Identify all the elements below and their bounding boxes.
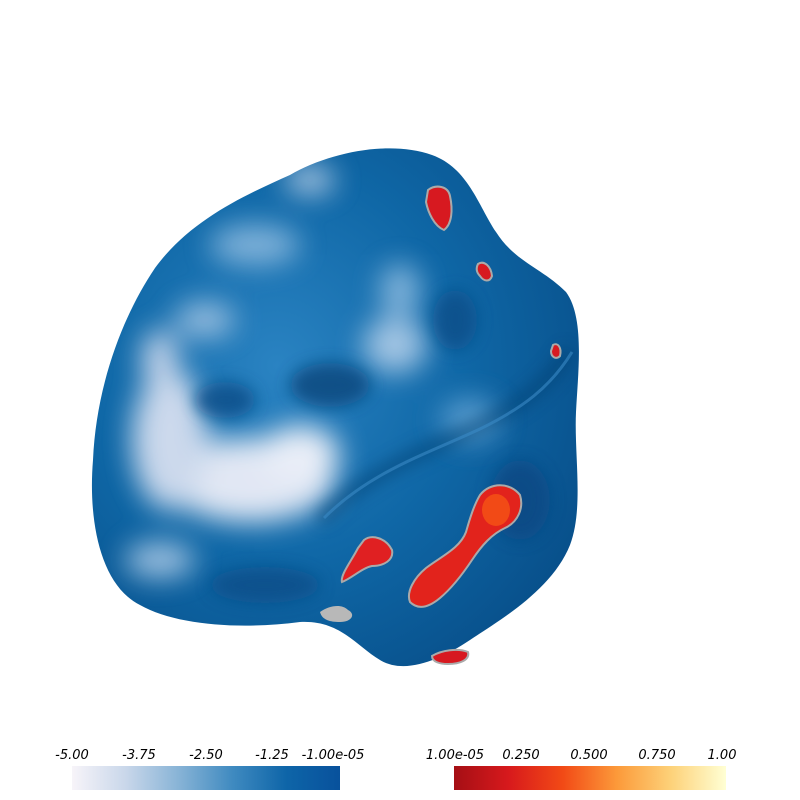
colorbar-tick-label: 0.250 (502, 748, 540, 763)
red-patch (340, 536, 394, 584)
positive-patches (340, 185, 562, 666)
colorbar-tick-label: 1.00e-05 (425, 748, 485, 763)
colorbar-tick-label: -3.75 (122, 748, 156, 763)
red-patch (430, 648, 470, 666)
surface-body (91, 148, 579, 667)
colorbar-tick-label: -2.50 (189, 748, 223, 763)
null-patch (320, 606, 353, 622)
colorbar-tick-label: 0.500 (570, 748, 608, 763)
pale-highlights (125, 166, 500, 578)
red-patch-core (482, 494, 510, 526)
red-patch (475, 261, 494, 282)
red-patch (549, 343, 562, 359)
surface-mesh (91, 148, 579, 667)
colorbar-tick-label: 1.00 (707, 748, 737, 763)
colorbar-tick-label: 0.750 (638, 748, 676, 763)
positive-colorbar (454, 766, 726, 790)
red-patch (424, 185, 453, 232)
colorbar-tick-label: -5.00 (55, 748, 89, 763)
colorbar-tick-label: -1.25 (255, 748, 289, 763)
negative-colorbar (72, 766, 340, 790)
colorbar-tick-label: -1.00e-05 (301, 748, 365, 763)
